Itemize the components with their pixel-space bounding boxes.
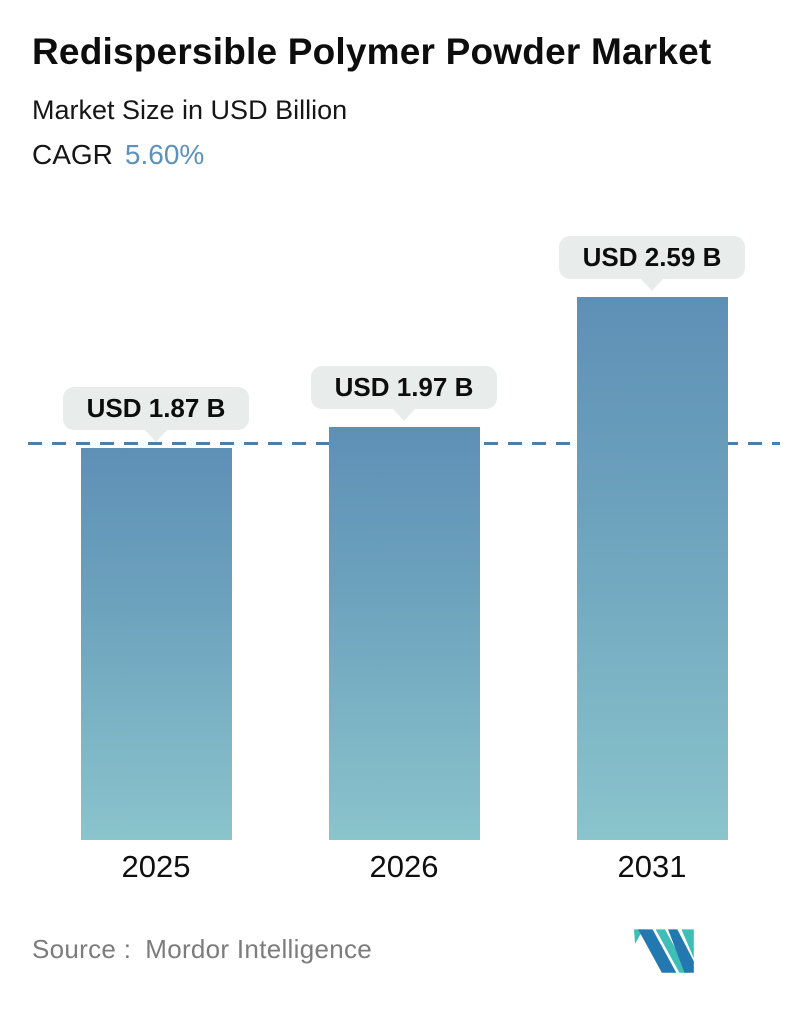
value-label-2025: USD 1.87 B	[62, 386, 250, 430]
page-title: Redispersible Polymer Powder Market	[32, 31, 712, 72]
cagr-value: 5.60%	[124, 138, 205, 170]
mordor-intelligence-logo	[634, 928, 694, 973]
x-axis-labels: 2025 2026 2031	[32, 849, 776, 885]
x-label-2026: 2026	[369, 848, 439, 884]
value-label-pointer	[144, 428, 168, 442]
source-name: Mordor Intelligence	[145, 934, 373, 965]
x-label-2025: 2025	[121, 848, 191, 884]
cagr-label: CAGR	[32, 138, 113, 170]
value-label-2026: USD 1.97 B	[310, 365, 498, 409]
bar-group-2026: USD 1.97 B	[280, 234, 528, 840]
source-line: Source : Mordor Intelligence	[32, 934, 372, 965]
value-label-pointer	[392, 407, 416, 421]
bar-group-2031: USD 2.59 B	[528, 234, 776, 840]
chart-subtitle: Market Size in USD Billion	[32, 94, 348, 125]
source-label: Source :	[32, 934, 132, 965]
bar-2025	[80, 447, 232, 840]
footer: Source : Mordor Intelligence	[32, 927, 776, 973]
bar-2026	[328, 426, 480, 840]
value-label-2031: USD 2.59 B	[558, 235, 746, 279]
value-label-pointer	[640, 277, 664, 291]
cagr-row: CAGR 5.60%	[32, 139, 776, 171]
bar-chart: USD 1.87 B USD 1.97 B USD 2.59 B	[28, 234, 780, 840]
bar-group-2025: USD 1.87 B	[32, 234, 280, 840]
bar-2031	[576, 296, 728, 840]
x-label-2031: 2031	[617, 848, 687, 884]
